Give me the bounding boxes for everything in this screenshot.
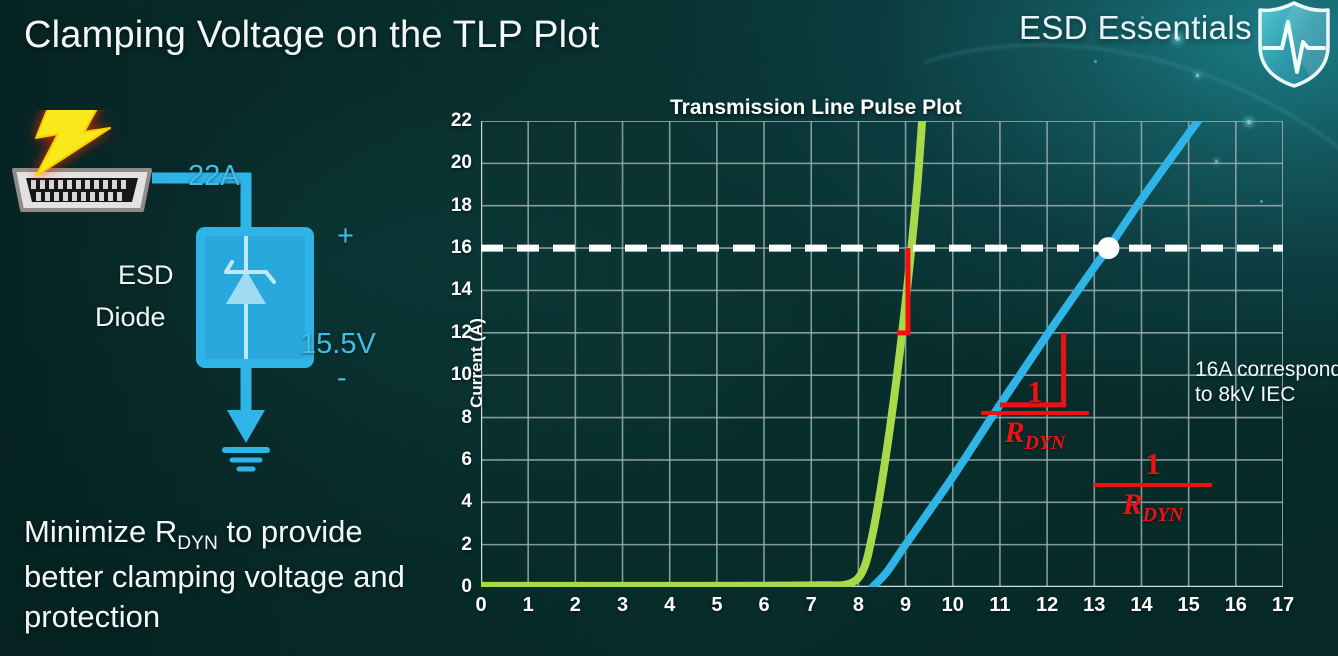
y-tick-6: 6 (461, 448, 472, 470)
y-tick-20: 20 (450, 152, 472, 174)
brand-name: ESD Essentials (1018, 9, 1252, 46)
x-tick-6: 6 (758, 594, 770, 616)
rdyn-sub: DYN (1142, 504, 1184, 526)
y-tick-4: 4 (461, 491, 472, 513)
y-axis-label: Current (A) (467, 318, 486, 408)
fraction-bar (1094, 483, 1212, 487)
esd-diode-symbol (196, 227, 314, 368)
ground-symbol (222, 447, 270, 472)
x-axis-label: Voltage (V) (481, 654, 1283, 656)
x-tick-8: 8 (852, 594, 864, 616)
summary-note-pre: Minimize R (24, 514, 178, 549)
fraction-denominator: RDYN (1094, 490, 1212, 526)
x-tick-12: 12 (1035, 594, 1059, 616)
circuit-wires (152, 172, 265, 443)
fraction-numerator: 1 (1027, 374, 1043, 409)
y-tick-10: 10 (450, 364, 472, 386)
x-tick-1: 1 (522, 594, 534, 616)
summary-note-subscript: DYN (177, 533, 218, 555)
esd-circuit-diagram: 22A 15.5V + - ESD Diode (0, 110, 430, 510)
x-tick-15: 15 (1177, 594, 1200, 616)
rdyn-sub: DYN (1024, 432, 1066, 454)
circuit-polarity-plus: + (337, 220, 354, 252)
hdmi-connector-icon (12, 168, 152, 212)
slope-triangle-markers (896, 248, 1067, 408)
y-tick-0: 0 (461, 576, 472, 597)
chart-title: Transmission Line Pulse Plot (670, 96, 962, 119)
x-tick-3: 3 (616, 594, 629, 616)
y-tick-2: 2 (461, 533, 472, 555)
x-tick-14: 14 (1130, 594, 1153, 616)
y-tick-8: 8 (461, 406, 472, 428)
circuit-voltage-label: 15.5V (300, 328, 376, 360)
data-point-markers (1097, 237, 1120, 260)
lightning-bolt-icon (35, 110, 111, 177)
page-title: Clamping Voltage on the TLP Plot (24, 14, 600, 56)
x-tick-17: 17 (1271, 594, 1295, 616)
plot-svg (481, 121, 1283, 587)
slope-marker-green (896, 248, 911, 336)
slope-annotation-blue: 1 RDYN (1094, 448, 1212, 526)
y-tick-16: 16 (450, 237, 472, 259)
fraction-denominator: RDYN (981, 418, 1089, 454)
fraction-numerator: 1 (1145, 446, 1161, 481)
rdyn-r: R (1004, 416, 1025, 449)
circuit-device-label-line1: ESD (118, 260, 174, 290)
x-tick-5: 5 (711, 594, 723, 616)
series-path-1 (481, 121, 927, 587)
summary-note-post: to provide better clamping voltage and p… (24, 514, 405, 635)
slope-annotation-green: 1 RDYN (981, 376, 1089, 454)
callout-line-1: 16A corresponds (1195, 358, 1338, 381)
circuit-svg (12, 110, 314, 472)
x-tick-11: 11 (989, 594, 1011, 616)
marker-dot-16a (1097, 237, 1120, 260)
summary-note: Minimize RDYN to provide better clamping… (24, 512, 444, 638)
y-tick-18: 18 (450, 194, 472, 216)
marker-callout-16a: 16A corresponds to 8kV IEC (1195, 358, 1338, 408)
rdyn-r: R (1122, 488, 1143, 521)
brand-logo: ESD Essentials (938, 0, 1338, 100)
shield-icon (1258, 1, 1330, 88)
x-tick-4: 4 (664, 594, 676, 616)
callout-line-2: to 8kV IEC (1195, 382, 1296, 406)
x-tick-16: 16 (1224, 594, 1247, 616)
x-tick-0: 0 (475, 594, 487, 616)
fraction-bar (981, 411, 1089, 415)
plot-canvas: 0 1 2 3 4 5 6 7 8 9 10 11 12 13 14 15 16 17 0 2 4 6 8 10 12 14 16… (451, 110, 1338, 656)
x-tick-13: 13 (1083, 594, 1106, 616)
x-tick-10: 10 (941, 594, 964, 616)
circuit-device-label-line2: Diode (95, 302, 166, 332)
background-left-vignette (0, 0, 696, 656)
series-path-2 (868, 121, 1203, 587)
y-tick-14: 14 (450, 279, 472, 301)
circuit-current-label: 22A (188, 160, 240, 192)
slope-marker-blue (999, 332, 1067, 408)
circuit-polarity-minus: - (337, 362, 347, 394)
y-tick-12: 12 (450, 321, 472, 343)
x-tick-9: 9 (900, 594, 912, 616)
y-tick-22: 22 (450, 110, 472, 131)
x-tick-2: 2 (569, 594, 581, 616)
x-tick-7: 7 (805, 594, 817, 616)
